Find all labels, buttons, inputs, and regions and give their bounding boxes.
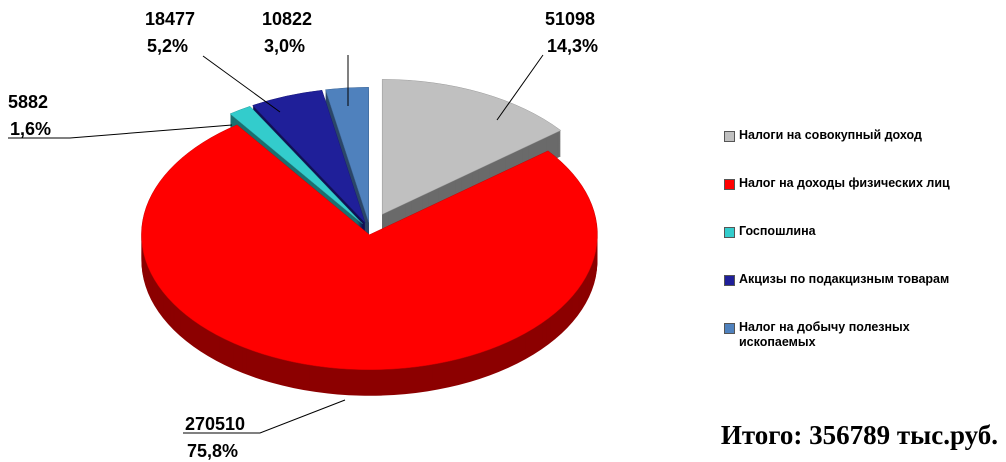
data-label: 5882 [8,92,48,112]
leader-line [202,55,281,113]
data-label: 270510 [185,414,245,434]
leader-line [8,124,233,139]
legend-entry: Налог на доходы физических лиц [724,176,969,191]
legend-entry: Налоги на совокупный доход [724,128,969,143]
legend-swatch [724,179,735,190]
legend-swatch [724,131,735,142]
legend-swatch [724,227,735,238]
data-label: 18477 [145,9,195,29]
share-label: 14,3% [547,36,598,56]
data-label: 10822 [262,9,312,29]
annotation: Итого: 356789 тыс.руб. [720,420,998,450]
share-label: 5,2% [147,36,188,56]
pie [141,79,598,396]
share-label: 1,6% [10,119,51,139]
legend-label: Налог на добычу полезных ископаемых [739,320,910,349]
legend-label: Акцизы по подакцизным товарам [739,272,950,286]
slice [325,86,369,223]
slice [141,124,598,371]
slice [381,79,562,215]
share-label: 3,0% [264,36,305,56]
legend-entry: Акцизы по подакцизным товарам [724,272,969,287]
slice [252,89,366,223]
legend-label: Госпошлина [739,224,816,238]
legend-entry: Госпошлина [724,224,969,239]
legend-label: Налог на доходы физических лиц [739,176,950,190]
leader-line [496,54,544,121]
legend-entry: Налог на добычу полезных ископаемых [724,320,969,350]
leader-line [183,399,346,434]
legend-swatch [724,275,735,286]
legend-swatch [724,323,735,334]
share-label: 75,8% [187,441,238,461]
legend-label: Налоги на совокупный доход [739,128,922,142]
slice [229,106,363,224]
data-label: 51098 [545,9,595,29]
